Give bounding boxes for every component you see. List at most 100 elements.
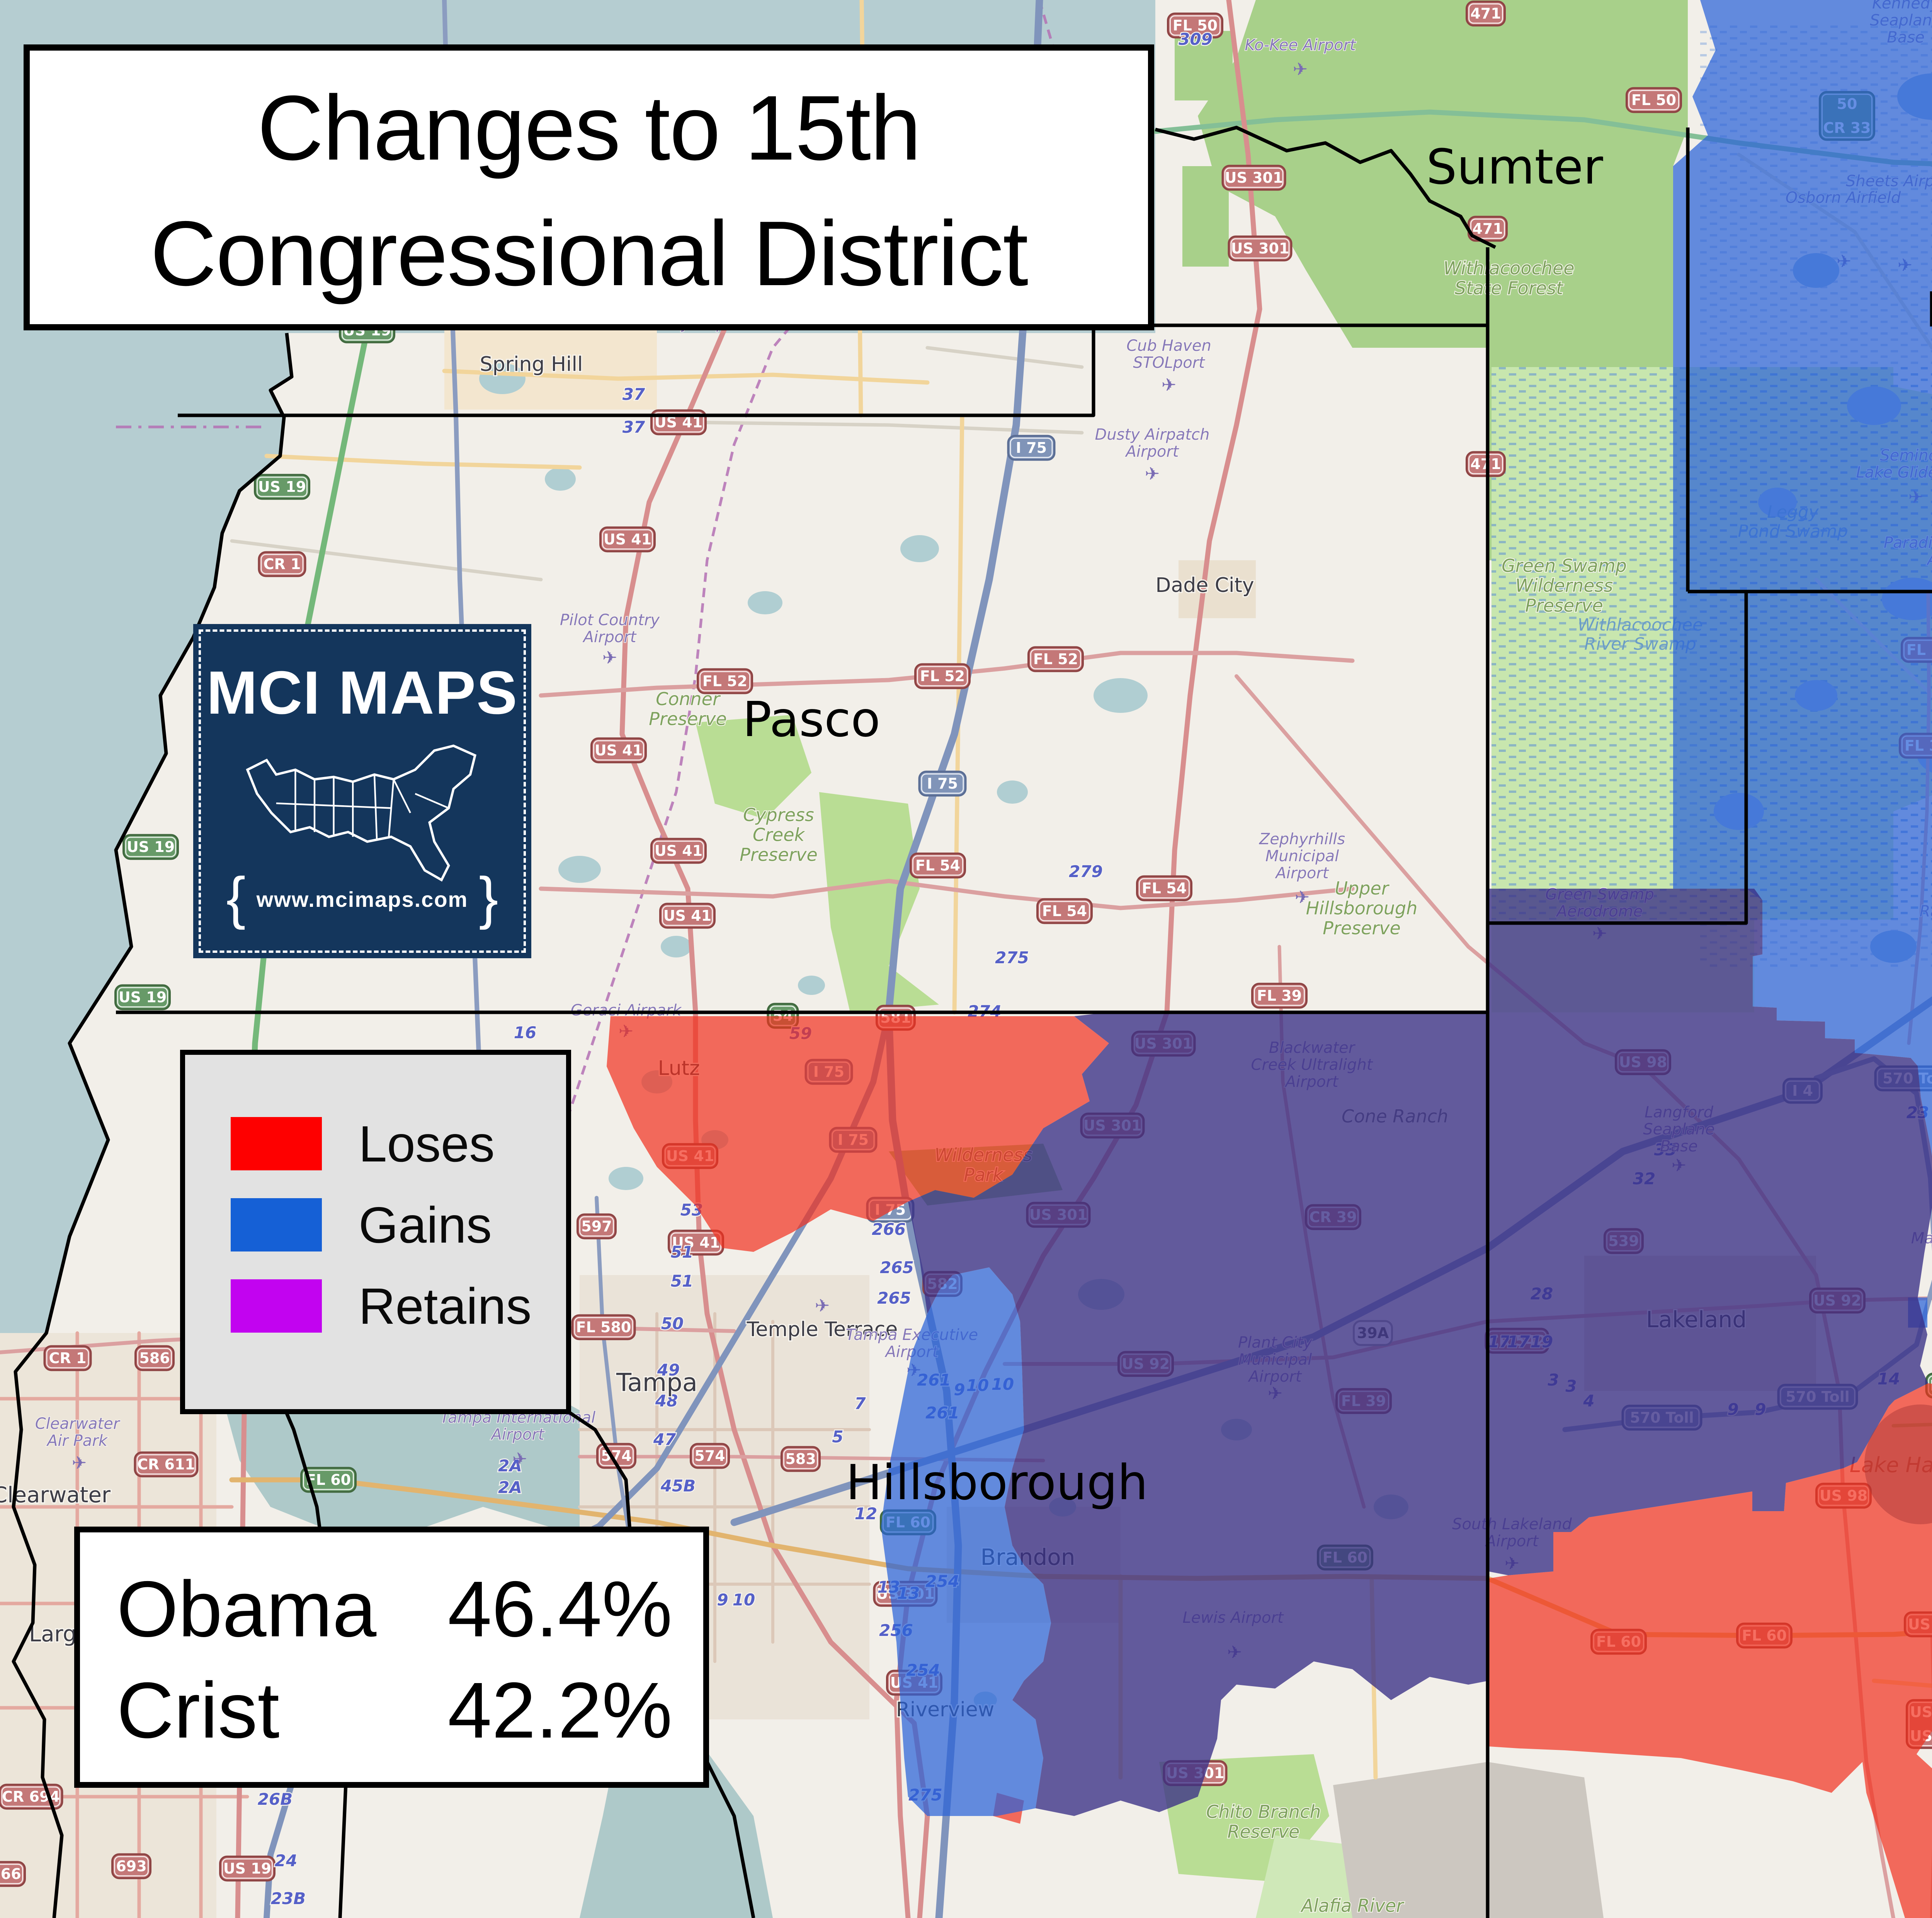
route-shield-text: 583 xyxy=(785,1450,816,1467)
airport-label: Air Park xyxy=(46,1432,108,1450)
route-shield: US 19 xyxy=(219,1855,276,1882)
area-label: Preserve xyxy=(740,844,818,865)
route-shield-text: US 19 xyxy=(223,1860,271,1877)
logo-wordmark: MCI MAPS xyxy=(206,659,518,727)
result-row-crist: Crist 42.2% xyxy=(117,1660,672,1761)
exit-number: 9 xyxy=(717,1590,728,1609)
plane-icon: ✈ xyxy=(1295,887,1310,908)
airport-label: Airport xyxy=(490,1426,545,1444)
county-label: Sumter xyxy=(1426,139,1603,195)
plane-icon: ✈ xyxy=(512,1449,527,1469)
conner-preserve xyxy=(696,715,811,819)
title-line-2: Congressional District xyxy=(150,202,1029,305)
exit-number: 266 xyxy=(872,1220,906,1239)
route-shield-text: 597 xyxy=(581,1218,612,1235)
area-label: Upper xyxy=(1335,878,1389,899)
legend: Loses Gains Retains xyxy=(180,1050,571,1414)
logo-url: www.mcimaps.com xyxy=(256,887,468,911)
route-shield: US 41 xyxy=(599,526,656,553)
lake xyxy=(997,780,1028,804)
hernando-pasco-line xyxy=(178,323,1488,417)
route-shield: FL 52 xyxy=(914,663,971,689)
route-shield: CR 1 xyxy=(258,551,306,577)
lake xyxy=(545,468,576,491)
logo-dashed-border xyxy=(199,629,526,953)
plane-icon: ✈ xyxy=(602,647,617,668)
exit-number: 309 xyxy=(1179,30,1213,49)
district-overlays xyxy=(607,0,1932,1918)
route-shield: FL 52 xyxy=(1027,646,1084,672)
place-label: Tampa xyxy=(616,1369,697,1397)
fl54-road xyxy=(539,879,1355,910)
airport-label: Cub Haven xyxy=(1126,337,1211,355)
lake xyxy=(900,535,939,562)
exit-number: 51 xyxy=(671,1243,693,1262)
loses-label: Loses xyxy=(359,1115,495,1172)
loses-swatch xyxy=(231,1117,322,1170)
route-shield: 586 xyxy=(134,1345,175,1371)
gains-label: Gains xyxy=(359,1196,492,1253)
route-shield-text: US 41 xyxy=(655,842,702,859)
route-shield: FL 52 xyxy=(697,668,753,694)
exit-number: 275 xyxy=(995,948,1029,967)
area-label: Conner xyxy=(656,689,721,709)
route-shield-text: US 19 xyxy=(119,989,167,1006)
lake xyxy=(661,936,692,957)
maritime-boundary-dashed xyxy=(524,0,1054,1333)
route-shield-text: 666 xyxy=(0,1865,21,1882)
polk-lake-jog xyxy=(1488,592,1748,925)
title-line-1: Changes to 15th xyxy=(257,77,922,179)
route-shield: 471 xyxy=(1466,451,1506,477)
airport-label: Clearwater xyxy=(35,1415,121,1433)
area-label: Wilderness xyxy=(1515,575,1613,596)
lake-hancock-blob xyxy=(1864,1404,1932,1524)
candidate-name: Crist xyxy=(117,1666,280,1755)
retains-swatch xyxy=(231,1279,322,1333)
route-shield-text: CR 1 xyxy=(49,1350,87,1367)
candidate-pct: 46.4% xyxy=(447,1565,672,1653)
spring-hill-urban xyxy=(444,328,657,410)
route-shield: US 301 xyxy=(1221,165,1286,191)
legend-row-gains: Gains xyxy=(231,1196,566,1253)
route-shield-text: 574 xyxy=(694,1447,725,1464)
exit-number: 265 xyxy=(877,1289,911,1308)
exit-number: 2A xyxy=(498,1456,522,1475)
overlay-gains-hillsborough-strip xyxy=(881,1267,1051,1816)
route-shield-text: FL 52 xyxy=(1033,651,1078,668)
area-label: Green Swamp xyxy=(1502,555,1627,576)
area-label: Preserve xyxy=(1525,595,1603,616)
candidate-name: Obama xyxy=(117,1565,377,1653)
county-label: Lake xyxy=(1925,282,1932,338)
overlay-retains xyxy=(908,889,1932,1816)
exit-number: 10 xyxy=(733,1590,755,1609)
place-label: Temple Terrace xyxy=(747,1318,898,1341)
exit-number: 26B xyxy=(258,1790,293,1809)
route-shield: US 19 xyxy=(254,474,310,500)
route-shield-text: 693 xyxy=(116,1858,146,1875)
map-title-box: Changes to 15th Congressional District xyxy=(24,44,1154,330)
airport-label: Zephyrhills xyxy=(1259,830,1345,848)
route-shield-text: I 75 xyxy=(927,775,958,792)
county-label: Pasco xyxy=(743,692,881,748)
lake xyxy=(609,1167,643,1190)
route-shield-text: US 41 xyxy=(604,531,651,548)
coastline xyxy=(12,333,294,1918)
exit-number: 12 xyxy=(855,1504,877,1523)
exit-number: 37 xyxy=(622,418,645,437)
plane-icon: ✈ xyxy=(1145,463,1160,484)
airport-label: Airport xyxy=(582,628,637,646)
usa-map-icon xyxy=(245,744,476,882)
lake xyxy=(798,976,825,995)
route-shield-text: CR 611 xyxy=(137,1456,195,1473)
area-label: Chito Branch xyxy=(1206,1801,1321,1822)
route-shield-text: CR 1 xyxy=(264,556,301,573)
place-label: Spring Hill xyxy=(480,353,583,376)
overlay-loses-lutz xyxy=(607,1016,1109,1252)
area-label: Creek xyxy=(753,825,806,845)
area-label: Hillsborough xyxy=(1306,898,1418,919)
airport-label: Airport xyxy=(1125,443,1179,461)
place-label: Clearwater xyxy=(0,1483,111,1508)
exit-number: 49 xyxy=(657,1360,680,1379)
route-shield: FL 60 xyxy=(300,1467,357,1493)
area-label: Cypress xyxy=(743,804,814,825)
